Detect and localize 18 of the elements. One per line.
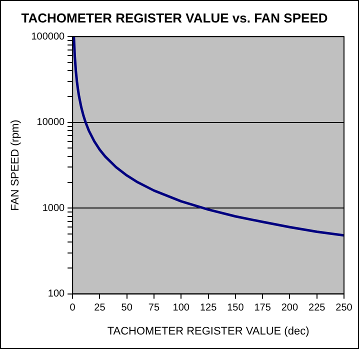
y-tick-label: 100 <box>48 288 66 300</box>
x-tick-label: 0 <box>70 302 76 314</box>
x-tick-label: 200 <box>281 302 298 314</box>
y-tick-label: 10000 <box>36 117 66 128</box>
x-tick-label: 100 <box>172 302 190 314</box>
x-tick-label: 175 <box>254 302 272 314</box>
y-axis-title: FAN SPEED (rpm) <box>10 120 22 211</box>
y-tick-label: 100000 <box>31 31 65 42</box>
x-axis-title: TACHOMETER REGISTER VALUE (dec) <box>107 325 310 338</box>
x-tick-label: 150 <box>227 302 244 314</box>
x-tick-label: 75 <box>148 302 160 314</box>
x-tick-label: 225 <box>308 302 326 314</box>
x-tick-label: 50 <box>121 302 133 314</box>
y-tick-label: 1000 <box>42 202 66 214</box>
x-tick-label: 250 <box>336 302 353 314</box>
chart-title: TACHOMETER REGISTER VALUE vs. FAN SPEED <box>21 10 328 26</box>
x-tick-label: 125 <box>200 302 218 314</box>
x-tick-label: 25 <box>94 302 106 314</box>
